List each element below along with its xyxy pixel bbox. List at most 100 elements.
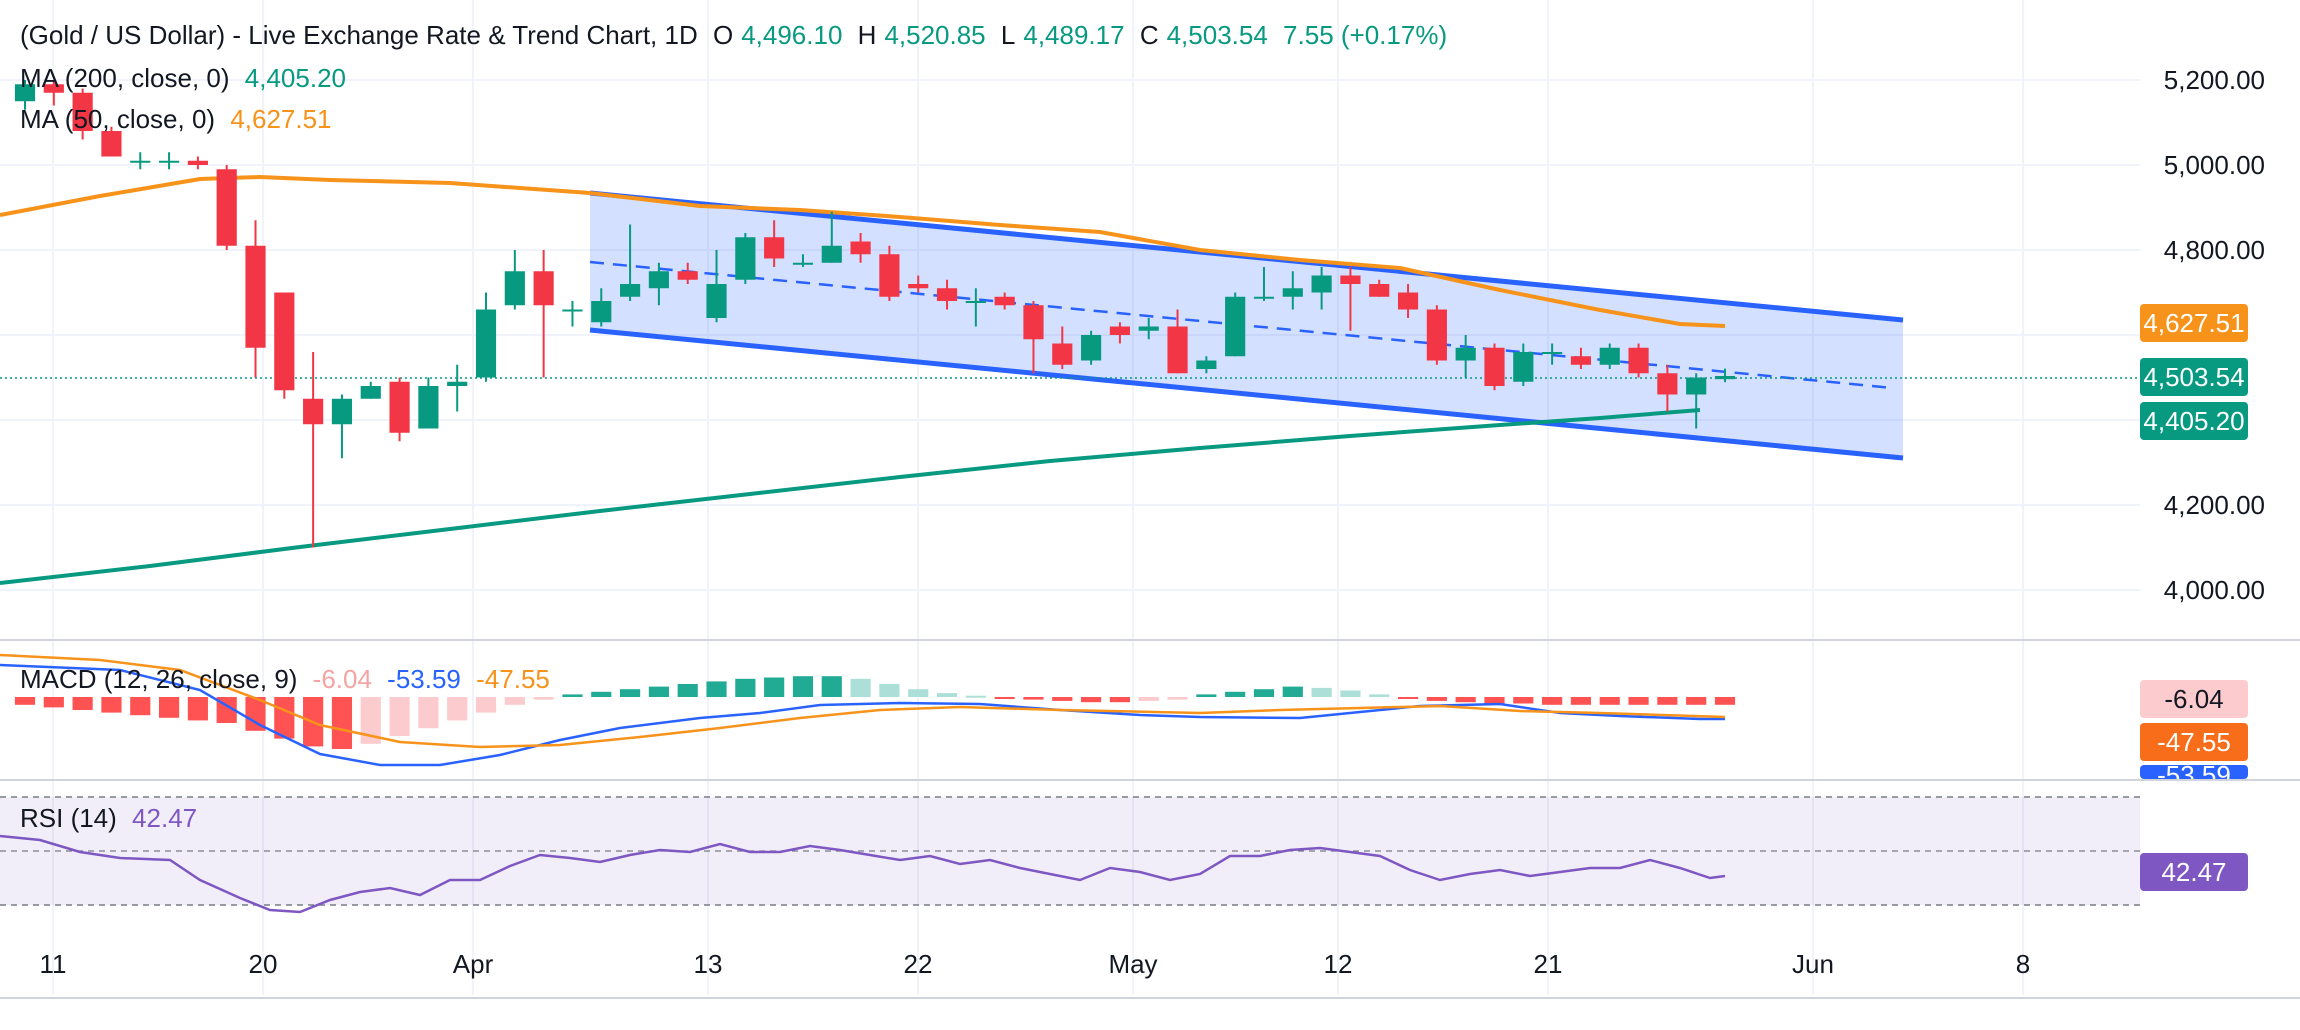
- candle-body[interactable]: [43, 84, 64, 93]
- candle-body[interactable]: [1225, 296, 1246, 357]
- candle-body[interactable]: [1023, 305, 1044, 340]
- candle-body[interactable]: [245, 245, 266, 348]
- candle-body[interactable]: [72, 92, 93, 131]
- macd-legend[interactable]: MACD (12, 26, close, 9) -6.04 -53.59 -47…: [20, 664, 558, 695]
- candle-body[interactable]: [389, 381, 410, 433]
- macd-hist-bar: [965, 695, 986, 698]
- time-tick-label: 22: [904, 949, 933, 979]
- candle-body[interactable]: [1196, 360, 1217, 370]
- macd-line[interactable]: [0, 663, 1725, 767]
- candle-body[interactable]: [1253, 296, 1275, 299]
- ma50-label: MA (50, close, 0): [20, 104, 216, 134]
- ma200-value: 4,405.20: [244, 63, 346, 93]
- candle-body[interactable]: [850, 241, 871, 255]
- candle-body[interactable]: [274, 292, 295, 391]
- candle-body[interactable]: [331, 398, 353, 425]
- ma50-price-badge: 4,627.51: [2140, 304, 2248, 342]
- macd-hist-bar: [850, 678, 871, 697]
- candle-body[interactable]: [1714, 375, 1736, 380]
- ma50-legend[interactable]: MA (50, close, 0) 4,627.51: [20, 104, 340, 135]
- candle-body[interactable]: [1052, 343, 1073, 365]
- ma50-line[interactable]: [0, 174, 1726, 328]
- rsi-line[interactable]: [0, 834, 1726, 914]
- candle-body[interactable]: [792, 262, 814, 265]
- macd-hist-bar: [389, 697, 410, 736]
- candle-body[interactable]: [130, 160, 151, 163]
- candle-body[interactable]: [908, 284, 929, 289]
- candle-body[interactable]: [1513, 352, 1534, 382]
- candle-body[interactable]: [1311, 275, 1332, 293]
- macd-label: MACD (12, 26, close, 9): [20, 664, 298, 694]
- candle-body[interactable]: [821, 245, 842, 263]
- candle-body[interactable]: [591, 301, 612, 323]
- candle-body[interactable]: [994, 296, 1015, 306]
- macd-hist-bar: [245, 697, 266, 731]
- macd-hist-bar: [936, 693, 958, 697]
- candle-body[interactable]: [504, 271, 525, 306]
- candle-body[interactable]: [936, 288, 958, 301]
- macd-hist-bar: [360, 697, 381, 744]
- candle-body[interactable]: [1397, 292, 1419, 310]
- candle-body[interactable]: [1369, 284, 1390, 297]
- candle-body[interactable]: [1167, 326, 1188, 374]
- candle-body[interactable]: [677, 271, 698, 280]
- candle-body[interactable]: [1340, 275, 1361, 285]
- macd-hist-bar: [1167, 697, 1188, 700]
- channel-lower-line[interactable]: [589, 327, 1904, 461]
- ma200-legend[interactable]: MA (200, close, 0) 4,405.20: [20, 63, 354, 94]
- candle-body[interactable]: [418, 386, 439, 429]
- candle-body[interactable]: [735, 237, 756, 280]
- open-label: O: [712, 20, 734, 50]
- macd-hist-bar: [1311, 687, 1332, 697]
- ma200-line[interactable]: [0, 408, 1701, 585]
- price-tick-label: 5,000.00: [2164, 150, 2265, 180]
- price-tick-label: 4,200.00: [2164, 490, 2265, 520]
- candle-body[interactable]: [1599, 347, 1620, 365]
- candle-body[interactable]: [1455, 347, 1476, 361]
- candle-body[interactable]: [706, 284, 727, 318]
- macd-hist-bar: [1714, 697, 1736, 705]
- rsi-badge: 42.47: [2140, 853, 2248, 891]
- macd-signal-line[interactable]: [0, 653, 1726, 749]
- candle-body[interactable]: [1282, 288, 1303, 297]
- time-tick-label: 11: [40, 949, 67, 979]
- candle-body[interactable]: [360, 386, 381, 399]
- candle-body[interactable]: [562, 309, 583, 312]
- rsi-legend[interactable]: RSI (14) 42.47: [20, 803, 205, 834]
- candle-body[interactable]: [533, 271, 554, 306]
- candle-body[interactable]: [965, 301, 986, 303]
- candle-body[interactable]: [620, 284, 641, 297]
- open-value: 4,496.10: [741, 20, 843, 50]
- candle-body[interactable]: [1138, 326, 1159, 331]
- candle-body[interactable]: [14, 84, 36, 102]
- candle-body[interactable]: [158, 160, 180, 163]
- candle-body[interactable]: [447, 381, 468, 386]
- candle-body[interactable]: [187, 160, 208, 165]
- candle-body[interactable]: [648, 271, 669, 289]
- candle-body[interactable]: [879, 254, 900, 297]
- candle-body[interactable]: [216, 169, 237, 246]
- macd-hist-bar: [1513, 697, 1534, 704]
- time-tick-label: 21: [1534, 949, 1563, 979]
- candle-body[interactable]: [1570, 356, 1592, 365]
- candle-body[interactable]: [475, 309, 497, 378]
- macd-hist-bar: [994, 697, 1015, 699]
- candle-body[interactable]: [303, 398, 324, 425]
- candle-body[interactable]: [1109, 326, 1130, 336]
- macd-hist-bar: [1657, 697, 1678, 705]
- candle-body[interactable]: [764, 237, 785, 259]
- ma200-label: MA (200, close, 0): [20, 63, 230, 93]
- candle-body[interactable]: [1484, 347, 1505, 386]
- candle-body[interactable]: [101, 131, 122, 157]
- candle-body[interactable]: [1657, 373, 1678, 395]
- candle-body[interactable]: [1426, 309, 1447, 361]
- candle-body[interactable]: [1081, 335, 1102, 361]
- macd-hist-bar: [1253, 689, 1275, 697]
- candle-body[interactable]: [1686, 377, 1707, 395]
- candles: [14, 80, 1736, 548]
- candle-body[interactable]: [1628, 347, 1649, 374]
- macd-hist-bar: [1052, 697, 1073, 701]
- change-value: 7.55 (+0.17%): [1283, 20, 1448, 50]
- candle-body[interactable]: [1542, 352, 1563, 354]
